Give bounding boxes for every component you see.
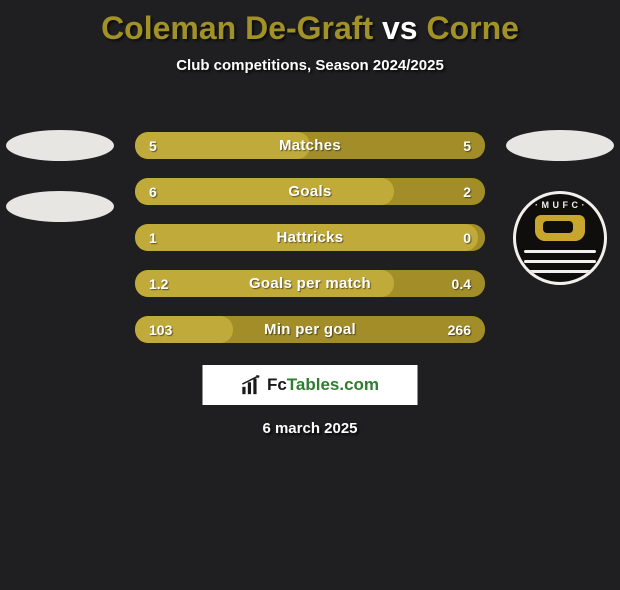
stat-right-value: 0 bbox=[463, 230, 471, 246]
stat-row: 5Matches5 bbox=[135, 132, 485, 159]
mufc-badge: · M U F C · bbox=[513, 191, 607, 285]
stat-label: Goals per match bbox=[135, 275, 485, 292]
stat-label: Min per goal bbox=[135, 321, 485, 338]
stat-row: 6Goals2 bbox=[135, 178, 485, 205]
comparison-title: Coleman De-Graft vs Corne bbox=[0, 10, 620, 47]
player1-name: Coleman De-Graft bbox=[101, 10, 373, 46]
left-club-logo-2 bbox=[6, 191, 114, 222]
stat-right-value: 0.4 bbox=[452, 276, 471, 292]
stat-row: 1.2Goals per match0.4 bbox=[135, 270, 485, 297]
fctables-watermark: FcTables.com bbox=[203, 365, 418, 405]
stat-right-value: 2 bbox=[463, 184, 471, 200]
left-club-logo-1 bbox=[6, 130, 114, 161]
generated-date: 6 march 2025 bbox=[0, 420, 620, 437]
left-logos bbox=[0, 130, 120, 222]
mufc-waves-icon bbox=[516, 246, 604, 276]
player2-name: Corne bbox=[426, 10, 518, 46]
stat-row: 1Hattricks0 bbox=[135, 224, 485, 251]
stat-right-value: 5 bbox=[463, 138, 471, 154]
vs-label: vs bbox=[382, 10, 418, 46]
subtitle: Club competitions, Season 2024/2025 bbox=[0, 57, 620, 74]
stat-label: Goals bbox=[135, 183, 485, 200]
watermark-prefix: Fc bbox=[267, 375, 287, 394]
bar-chart-icon bbox=[241, 374, 263, 396]
mufc-badge-text: · M U F C · bbox=[535, 200, 585, 210]
mufc-lion-icon bbox=[535, 215, 585, 241]
watermark-suffix: Tables.com bbox=[287, 375, 379, 394]
right-club-logo-1 bbox=[506, 130, 614, 161]
right-logos: · M U F C · bbox=[500, 130, 620, 285]
stats-panel: 5Matches5 6Goals2 1Hattricks0 1.2Goals per … bbox=[135, 132, 485, 343]
stat-right-value: 266 bbox=[448, 322, 471, 338]
stat-label: Hattricks bbox=[135, 229, 485, 246]
stat-row: 103Min per goal266 bbox=[135, 316, 485, 343]
stat-label: Matches bbox=[135, 137, 485, 154]
